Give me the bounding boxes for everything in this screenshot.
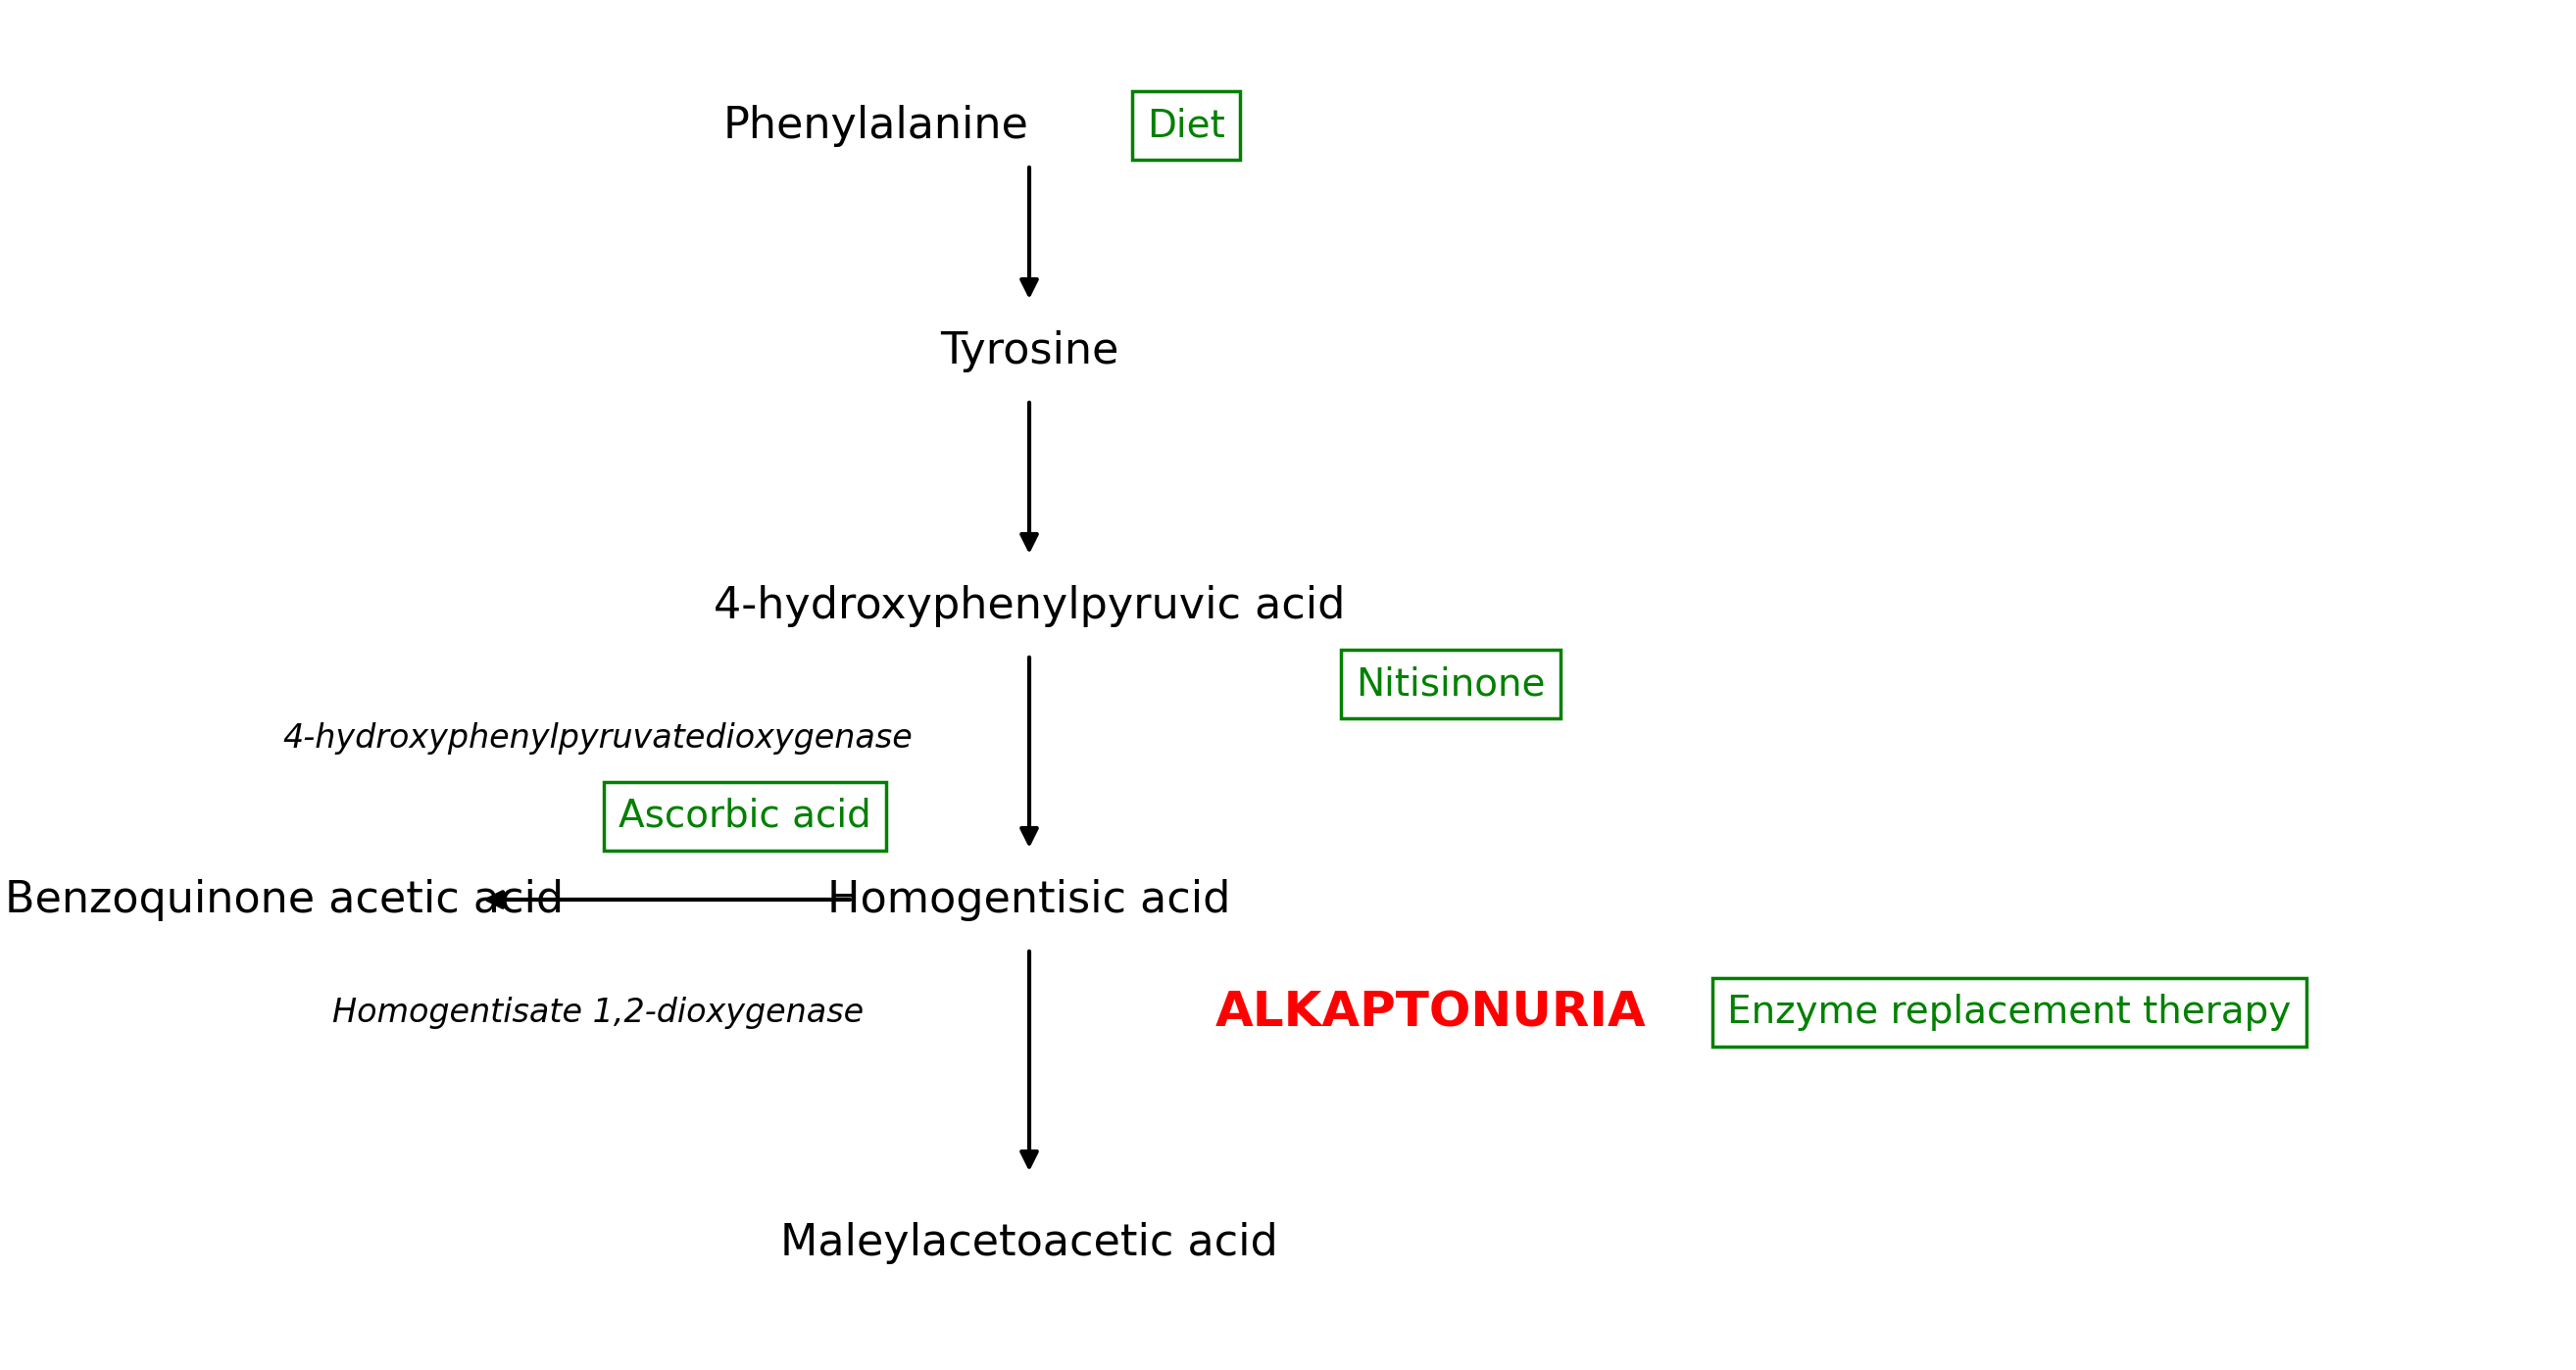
Text: Tyrosine: Tyrosine: [940, 330, 1118, 371]
Text: 4-hydroxyphenylpyruvatedioxygenase: 4-hydroxyphenylpyruvatedioxygenase: [283, 722, 912, 754]
Text: Maleylacetoacetic acid: Maleylacetoacetic acid: [781, 1222, 1278, 1263]
Text: Nitisinone: Nitisinone: [1355, 666, 1546, 703]
Text: Diet: Diet: [1146, 107, 1226, 144]
Text: Benzoquinone acetic acid: Benzoquinone acetic acid: [5, 878, 564, 921]
Text: ALKAPTONURIA: ALKAPTONURIA: [1216, 989, 1646, 1036]
Text: Enzyme replacement therapy: Enzyme replacement therapy: [1728, 993, 2293, 1032]
Text: Homogentisic acid: Homogentisic acid: [827, 878, 1231, 921]
Text: Homogentisate 1,2-dioxygenase: Homogentisate 1,2-dioxygenase: [332, 996, 863, 1029]
Text: 4-hydroxyphenylpyruvic acid: 4-hydroxyphenylpyruvic acid: [714, 585, 1345, 626]
Text: Ascorbic acid: Ascorbic acid: [618, 797, 871, 834]
Text: Phenylalanine: Phenylalanine: [724, 104, 1030, 147]
